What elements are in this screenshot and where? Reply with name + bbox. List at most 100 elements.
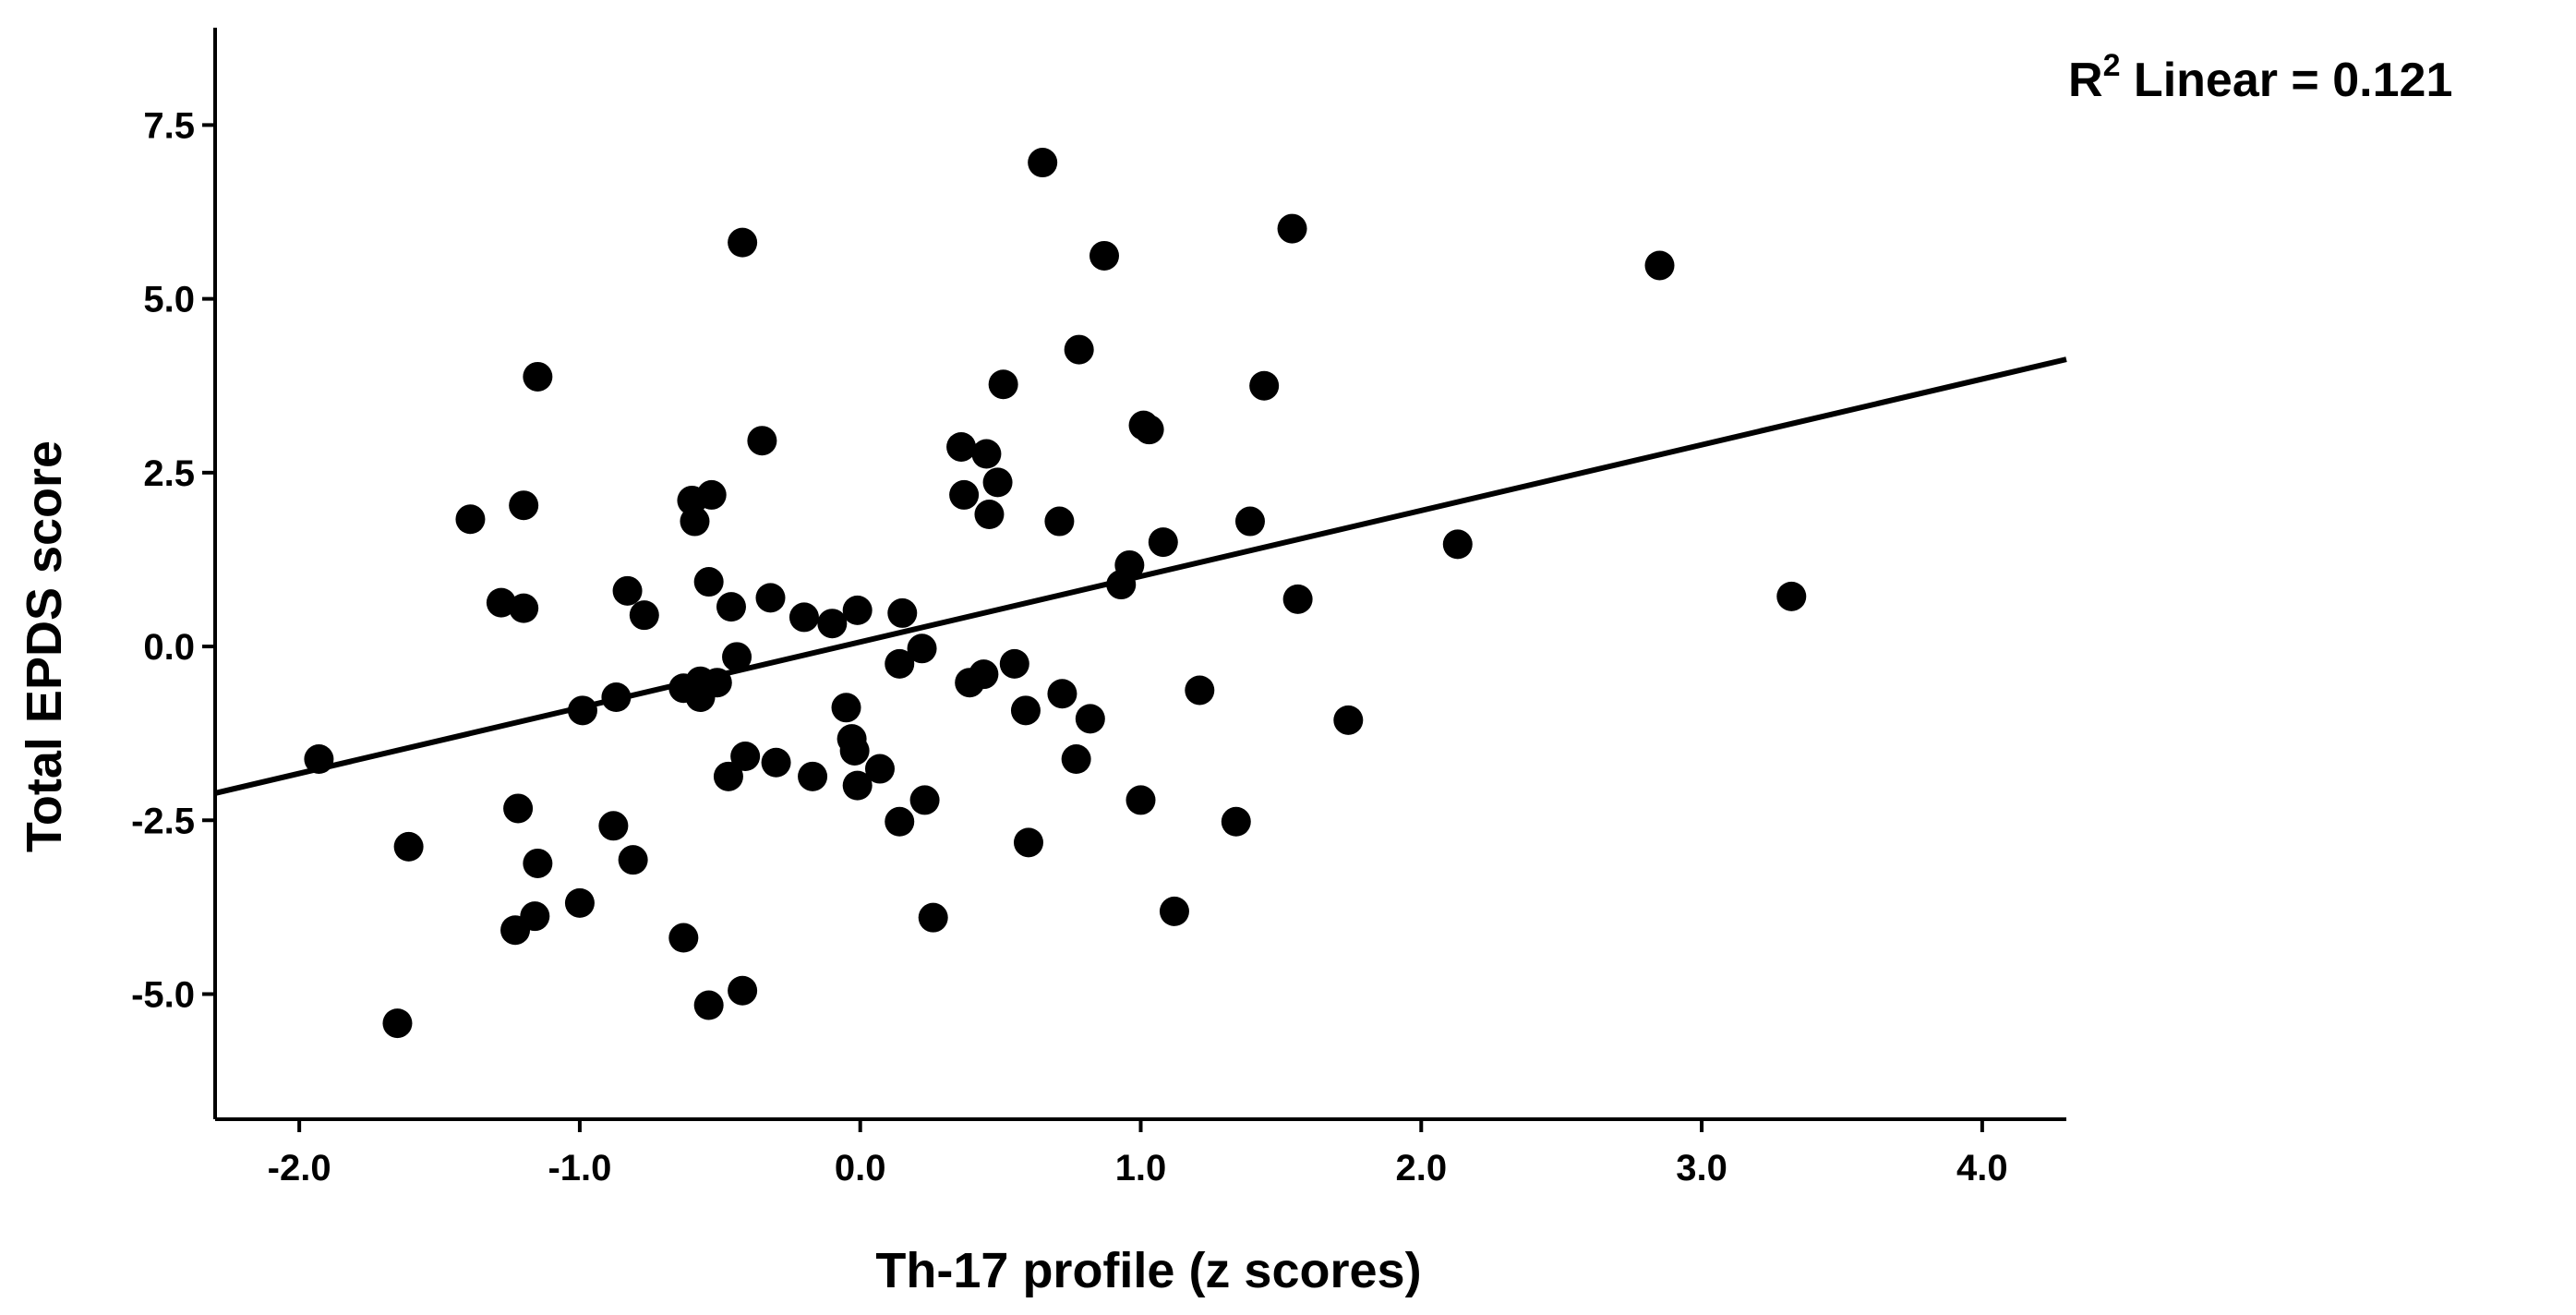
data-point [1333, 705, 1364, 735]
y-tick-label: -2.5 [131, 801, 195, 841]
data-point [702, 668, 732, 698]
data-point [1442, 529, 1473, 560]
data-point [523, 848, 553, 878]
x-tick-label: 4.0 [1956, 1148, 2008, 1188]
data-point [887, 597, 918, 628]
data-point [1148, 527, 1178, 558]
y-tick-label: 2.5 [143, 453, 195, 494]
data-point [1064, 334, 1094, 365]
x-axis-ticks: -2.0 -1.0 0.0 1.0 2.0 3.0 4.0 [268, 1119, 2008, 1188]
data-point [885, 806, 915, 837]
r-squared-text: Linear = 0.121 [2120, 54, 2452, 107]
data-point [730, 742, 761, 772]
data-point [713, 761, 743, 791]
data-point [909, 785, 940, 815]
data-point [509, 593, 539, 623]
data-point [696, 479, 727, 510]
data-point [788, 602, 819, 633]
data-point [564, 887, 595, 918]
x-tick-label: 3.0 [1676, 1148, 1727, 1188]
x-tick-label: -1.0 [548, 1148, 611, 1188]
data-point [1234, 506, 1265, 537]
data-point [1249, 370, 1280, 401]
x-tick-label: 1.0 [1115, 1148, 1167, 1188]
x-tick-label: -2.0 [268, 1148, 331, 1188]
data-point [393, 831, 424, 862]
regression-line [214, 356, 2067, 796]
data-point [761, 747, 791, 778]
data-point [598, 811, 629, 841]
data-point [1089, 240, 1120, 271]
data-point [969, 659, 999, 690]
data-point [971, 439, 1002, 469]
y-axis-title: Total EPDS score [17, 440, 72, 852]
data-point [1114, 549, 1145, 580]
r-squared-superscript: 2 [2103, 48, 2121, 83]
data-point [668, 923, 699, 953]
data-point [1075, 704, 1105, 734]
r-squared-prefix: R [2068, 54, 2103, 107]
data-point [817, 609, 848, 639]
data-point [907, 633, 937, 664]
data-point [747, 426, 777, 456]
data-point [974, 500, 1005, 530]
data-point [1028, 148, 1058, 178]
data-point [1185, 675, 1215, 706]
data-point [842, 770, 873, 801]
data-point [1277, 213, 1307, 244]
data-point [520, 901, 550, 932]
data-point [1044, 506, 1075, 537]
y-tick-label: 5.0 [143, 280, 195, 320]
data-point [798, 761, 828, 791]
data-point [455, 504, 486, 535]
y-tick-label: 0.0 [143, 627, 195, 668]
data-point [1282, 584, 1313, 614]
data-point [728, 975, 758, 1006]
data-point [1013, 827, 1043, 858]
data-point [601, 682, 632, 713]
data-point [864, 754, 895, 784]
data-point [831, 693, 861, 723]
data-point [885, 648, 915, 679]
data-point [523, 361, 553, 392]
data-points [304, 148, 1807, 1039]
data-point [982, 467, 1013, 498]
data-point [567, 695, 597, 726]
data-point [722, 642, 752, 672]
data-point [918, 902, 948, 933]
data-point [946, 431, 977, 462]
y-tick-label: 7.5 [143, 105, 195, 146]
data-point [949, 479, 980, 510]
data-point [755, 583, 786, 613]
data-point [612, 575, 643, 606]
data-point [1061, 744, 1091, 775]
y-axis-ticks: 7.5 5.0 2.5 0.0 -2.5 -5.0 [131, 105, 215, 1015]
data-point [693, 990, 724, 1020]
data-point [503, 793, 534, 824]
y-tick-label: -5.0 [131, 974, 195, 1015]
data-point [988, 369, 1018, 400]
data-point [1125, 785, 1156, 815]
data-point [842, 595, 873, 625]
data-point [1644, 250, 1675, 281]
data-point [1134, 415, 1164, 445]
data-point [509, 490, 539, 521]
data-point [716, 592, 746, 622]
r-squared-annotation: R2 Linear = 0.121 [2068, 48, 2452, 107]
data-point [680, 506, 710, 537]
data-point [1221, 806, 1251, 837]
data-point [999, 648, 1029, 679]
data-point [629, 600, 659, 631]
data-point [1047, 679, 1077, 709]
data-point [382, 1008, 413, 1039]
data-point [839, 735, 870, 766]
x-tick-label: 0.0 [835, 1148, 886, 1188]
data-point [618, 845, 648, 875]
data-point [486, 587, 516, 618]
data-point [728, 227, 758, 258]
x-tick-label: 2.0 [1395, 1148, 1447, 1188]
data-point [1159, 896, 1189, 926]
data-point [693, 567, 724, 597]
data-point [1010, 695, 1041, 726]
